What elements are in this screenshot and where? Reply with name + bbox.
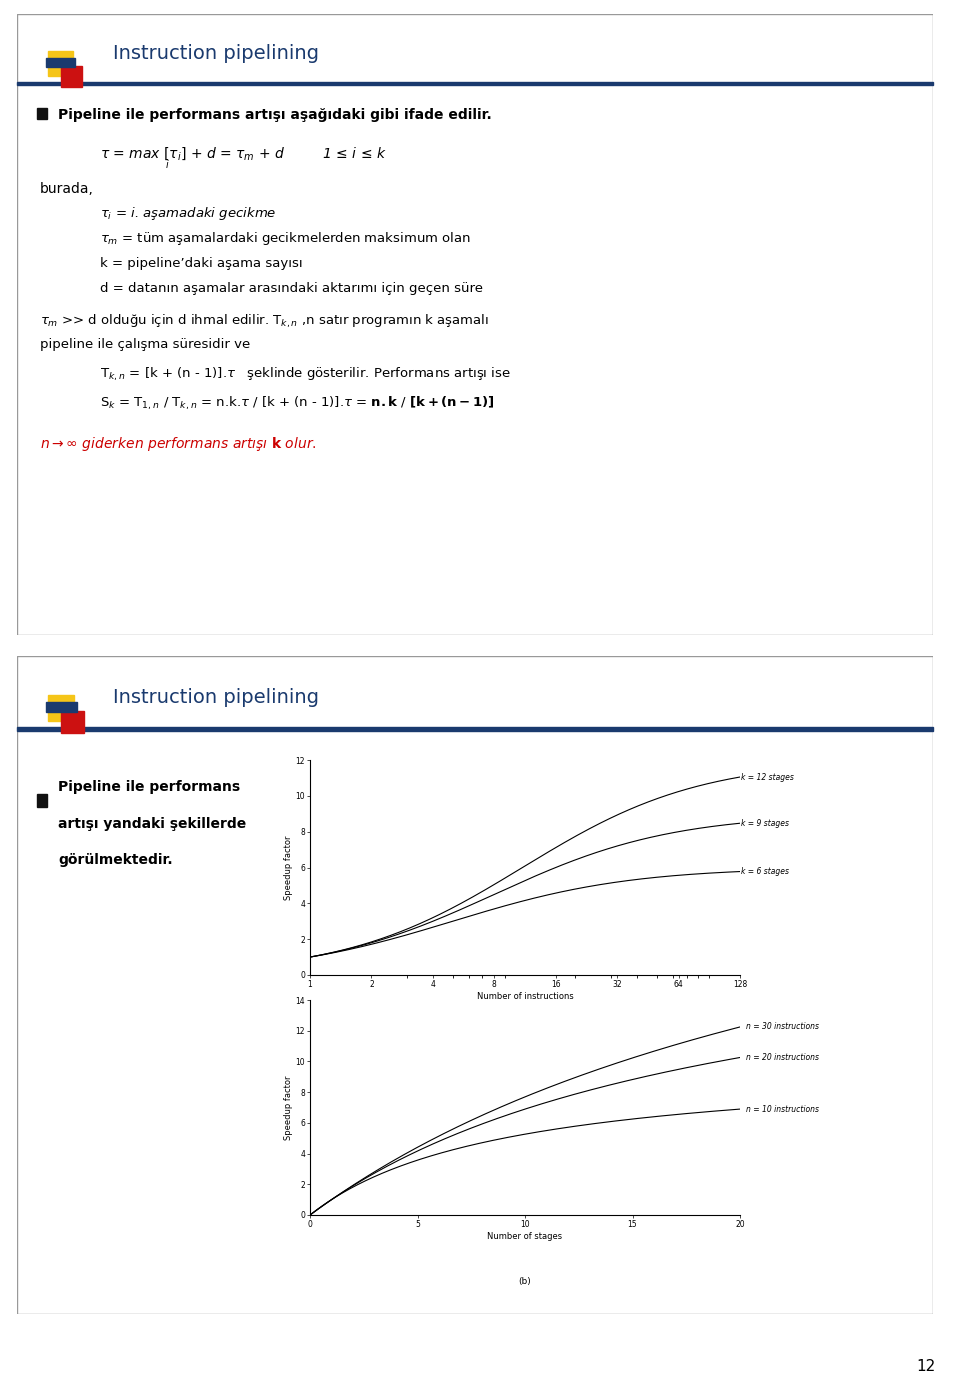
Y-axis label: Speedup factor: Speedup factor (284, 1076, 293, 1140)
Bar (61, 711, 84, 734)
FancyBboxPatch shape (17, 656, 933, 1314)
Text: k = 9 stages: k = 9 stages (741, 819, 789, 827)
Text: (a): (a) (518, 1036, 531, 1046)
Text: Pipeline ile performans: Pipeline ile performans (59, 780, 241, 794)
Text: S$_k$ = T$_{1,n}$ / T$_{k,n}$ = n.k.$\tau$ / [k + (n - 1)].$\tau$ = $\mathbf{n.k: S$_k$ = T$_{1,n}$ / T$_{k,n}$ = n.k.$\ta… (100, 395, 494, 413)
Bar (46, 59, 76, 67)
Text: d = datanın aşamalar arasındaki aktarımı için geçen süre: d = datanın aşamalar arasındaki aktarımı… (100, 282, 483, 294)
Text: n = 20 instructions: n = 20 instructions (747, 1053, 820, 1062)
Text: görülmektedir.: görülmektedir. (59, 852, 173, 866)
Text: burada,: burada, (40, 181, 94, 197)
Text: T$_{k,n}$ = [k + (n - 1)].$\tau$   şeklinde gösterilir. Performans artışı ise: T$_{k,n}$ = [k + (n - 1)].$\tau$ şeklind… (100, 365, 511, 382)
Text: $\tau$ = max $[\tau_i]$ + d = $\tau_m$ + d         1 ≤ i ≤ k: $\tau$ = max $[\tau_i]$ + d = $\tau_m$ +… (100, 145, 386, 162)
Text: Pipeline ile performans artışı aşağıdaki gibi ifade edilir.: Pipeline ile performans artışı aşağıdaki… (59, 107, 492, 121)
Text: artışı yandaki şekillerde: artışı yandaki şekillerde (59, 816, 247, 830)
Text: k = 6 stages: k = 6 stages (741, 868, 789, 876)
Text: (b): (b) (518, 1276, 532, 1286)
Bar (60, 66, 82, 86)
Bar (17, 727, 933, 731)
Bar (37, 794, 47, 808)
Text: k = 12 stages: k = 12 stages (741, 773, 794, 781)
Bar (48, 52, 73, 77)
Text: Instruction pipelining: Instruction pipelining (113, 43, 320, 63)
Bar (37, 109, 47, 120)
Y-axis label: Speedup factor: Speedup factor (284, 836, 293, 900)
Text: $\tau_m$ = tüm aşamalardaki gecikmelerden maksimum olan: $\tau_m$ = tüm aşamalardaki gecikmelerde… (100, 230, 470, 247)
Text: $\tau_i$ = i. aşamadaki gecikme: $\tau_i$ = i. aşamadaki gecikme (100, 205, 276, 222)
Bar (48, 696, 75, 721)
X-axis label: Number of stages: Number of stages (488, 1232, 563, 1240)
Text: i: i (166, 160, 168, 170)
Text: Instruction pipelining: Instruction pipelining (113, 688, 320, 707)
Text: pipeline ile çalışma süresidir ve: pipeline ile çalışma süresidir ve (40, 338, 251, 350)
Bar (46, 703, 77, 713)
X-axis label: Number of instructions: Number of instructions (476, 992, 573, 1000)
Bar (17, 82, 933, 85)
Text: $\it{n}$$\rightarrow\infty$ $\it{giderken\ performans\ artışı\ }$$\mathbf{k}$$\i: $\it{n}$$\rightarrow\infty$ $\it{giderke… (40, 434, 317, 452)
FancyBboxPatch shape (17, 14, 933, 635)
Text: n = 30 instructions: n = 30 instructions (747, 1023, 820, 1031)
Text: n = 10 instructions: n = 10 instructions (747, 1105, 820, 1113)
Text: $\tau_m$ >> d olduğu için d ihmal edilir. T$_{k,n}$ ,n satır programın k aşamalı: $\tau_m$ >> d olduğu için d ihmal edilir… (40, 312, 490, 329)
Text: 12: 12 (917, 1359, 936, 1374)
Text: k = pipeline’daki aşama sayısı: k = pipeline’daki aşama sayısı (100, 257, 302, 271)
